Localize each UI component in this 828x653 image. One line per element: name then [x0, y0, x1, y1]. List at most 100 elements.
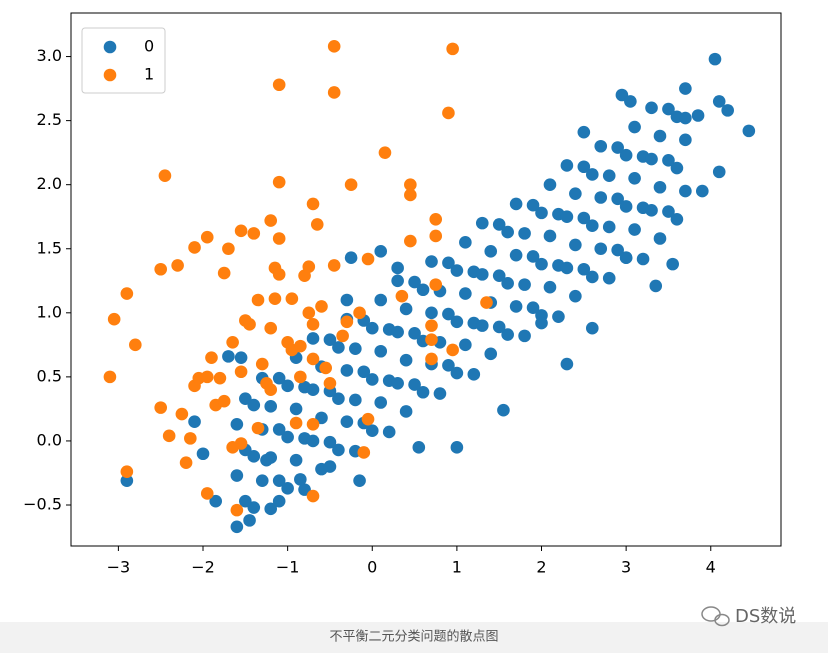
point: [649, 279, 663, 293]
point: [712, 95, 726, 108]
point: [243, 514, 256, 527]
point: [446, 343, 459, 357]
point: [272, 371, 286, 385]
axes-frame: [70, 12, 782, 547]
x-tick-label: 4: [706, 558, 716, 577]
point: [619, 148, 633, 162]
point: [336, 329, 349, 343]
point: [200, 230, 214, 244]
point: [247, 227, 261, 240]
point: [272, 175, 286, 189]
point: [268, 292, 282, 306]
point: [272, 268, 286, 281]
point: [344, 251, 358, 265]
point: [188, 241, 201, 254]
point: [645, 101, 658, 115]
point: [569, 238, 582, 252]
y-tick-label: −0.5: [23, 495, 62, 514]
point: [429, 212, 443, 226]
point: [306, 318, 320, 331]
point: [365, 373, 379, 386]
legend: 01: [81, 27, 166, 94]
point: [289, 402, 303, 416]
point: [560, 357, 574, 371]
legend-marker: [103, 68, 117, 82]
point: [234, 351, 248, 364]
point: [425, 306, 438, 320]
point: [679, 133, 692, 147]
point: [323, 376, 337, 390]
point: [577, 211, 591, 225]
point: [196, 447, 210, 461]
point: [365, 424, 379, 437]
plot-area: [103, 40, 756, 534]
point: [205, 351, 218, 364]
point: [234, 365, 248, 379]
point: [120, 474, 134, 487]
point: [492, 269, 506, 282]
point: [332, 392, 345, 405]
x-tick-label: 3: [621, 558, 631, 577]
point: [518, 227, 531, 240]
point: [670, 161, 684, 175]
point: [679, 111, 692, 125]
point: [501, 328, 514, 341]
point: [602, 169, 616, 183]
point: [188, 415, 201, 429]
point: [281, 430, 294, 444]
point: [391, 274, 404, 288]
point: [353, 474, 366, 487]
x-tick-label: 2: [536, 558, 546, 577]
point: [712, 165, 726, 179]
point: [323, 460, 337, 473]
point: [374, 245, 388, 258]
point: [404, 188, 417, 202]
point: [433, 387, 447, 400]
point: [425, 333, 438, 347]
point: [391, 376, 404, 390]
point: [425, 352, 438, 366]
point: [365, 321, 379, 335]
point: [239, 494, 252, 508]
x-tick-label: −3: [107, 558, 131, 577]
point: [408, 327, 421, 340]
point: [475, 216, 489, 230]
point: [518, 329, 531, 343]
point: [213, 371, 227, 385]
point: [721, 104, 734, 117]
point: [302, 306, 316, 320]
point: [670, 212, 684, 226]
point: [585, 321, 599, 335]
point: [234, 224, 248, 238]
point: [526, 198, 540, 212]
point: [289, 453, 303, 467]
point: [374, 396, 388, 409]
point: [653, 232, 667, 245]
point: [442, 106, 455, 120]
point: [459, 236, 472, 249]
point: [425, 319, 438, 332]
x-tick-label: 1: [452, 558, 462, 577]
point: [230, 520, 244, 534]
point: [492, 218, 506, 231]
point: [340, 315, 354, 329]
point: [374, 344, 388, 358]
point: [552, 310, 565, 323]
point: [628, 223, 641, 236]
point: [399, 302, 413, 316]
point: [374, 293, 388, 307]
y-tick-label: 0.0: [37, 430, 62, 449]
point: [306, 417, 320, 431]
legend-label: 1: [144, 65, 154, 84]
point: [594, 191, 608, 204]
point: [450, 441, 464, 454]
legend-marker: [103, 40, 117, 54]
point: [679, 184, 692, 198]
point: [404, 178, 417, 191]
point: [272, 494, 286, 508]
point: [294, 473, 307, 486]
point: [357, 365, 371, 379]
watermark-icon: [701, 606, 730, 627]
point: [332, 341, 345, 354]
